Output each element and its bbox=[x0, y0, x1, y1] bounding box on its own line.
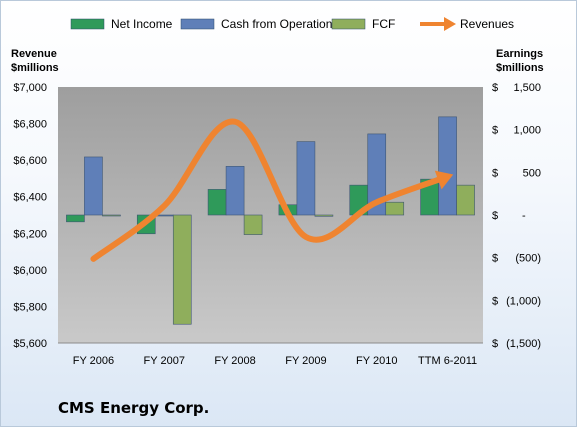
left-tick-label-1: $6,800 bbox=[13, 119, 47, 131]
legend-label-3: Revenues bbox=[460, 17, 514, 31]
x-tick-label-0: FY 2006 bbox=[73, 355, 114, 367]
left-tick-label-2: $6,600 bbox=[13, 155, 47, 167]
left-tick-label-7: $5,600 bbox=[13, 338, 47, 350]
company-name: CMS Energy Corp. bbox=[58, 399, 210, 417]
right-axis-title-line2: $millions bbox=[496, 62, 544, 74]
arrowhead-revenues bbox=[434, 170, 454, 190]
bar-cash-from-operations-4 bbox=[367, 133, 387, 216]
bar-cash-from-operations-2 bbox=[225, 166, 245, 216]
right-tick-label-5: (1,000) bbox=[506, 295, 541, 307]
legend-swatch-2 bbox=[331, 18, 366, 30]
left-tick-label-0: $7,000 bbox=[13, 82, 47, 94]
legend-label-1: Cash from Operations bbox=[221, 17, 338, 31]
right-tick-label-2-sign: $ bbox=[492, 167, 498, 179]
right-tick-label-6-sign: $ bbox=[492, 338, 498, 350]
left-tick-label-6: $5,800 bbox=[13, 301, 47, 313]
left-tick-label-3: $6,400 bbox=[13, 192, 47, 204]
right-tick-label-4: (500) bbox=[515, 253, 541, 265]
x-tick-label-2: FY 2008 bbox=[214, 355, 255, 367]
right-tick-label-4-sign: $ bbox=[492, 253, 498, 265]
right-tick-label-6: (1,500) bbox=[506, 338, 541, 350]
x-tick-label-1: FY 2007 bbox=[144, 355, 185, 367]
right-tick-label-1-sign: $ bbox=[492, 125, 498, 137]
left-tick-label-5: $6,000 bbox=[13, 265, 47, 277]
bar-fcf-4 bbox=[385, 201, 405, 216]
legend-arrow-revenues bbox=[444, 17, 456, 31]
bar-cash-from-operations-3 bbox=[296, 141, 316, 216]
right-tick-label-0: 1,500 bbox=[513, 82, 541, 94]
legend-label-0: Net Income bbox=[111, 17, 173, 31]
right-tick-label-0-sign: $ bbox=[492, 82, 498, 94]
bar-net-income-0 bbox=[66, 214, 85, 223]
x-tick-label-3: FY 2009 bbox=[285, 355, 326, 367]
bar-fcf-0 bbox=[102, 214, 121, 217]
right-tick-label-1: 1,000 bbox=[513, 125, 541, 137]
right-tick-label-2: 500 bbox=[523, 167, 541, 179]
plot-area bbox=[58, 87, 483, 343]
bar-cash-from-operations-0 bbox=[84, 156, 103, 216]
right-tick-label-3: $ bbox=[492, 210, 498, 222]
right-tick-label-3-dash: - bbox=[522, 210, 526, 222]
bar-fcf-2 bbox=[243, 214, 263, 235]
x-tick-label-5: TTM 6-2011 bbox=[418, 355, 477, 367]
left-tick-label-4: $6,200 bbox=[13, 228, 47, 240]
bar-cash-from-operations-5 bbox=[438, 116, 457, 216]
bar-net-income-2 bbox=[207, 189, 227, 216]
right-tick-label-5-sign: $ bbox=[492, 295, 498, 307]
x-tick-label-4: FY 2010 bbox=[356, 355, 397, 367]
legend-swatch-1 bbox=[180, 18, 215, 30]
legend-swatch-0 bbox=[70, 18, 105, 30]
bar-fcf-3 bbox=[314, 214, 334, 217]
right-axis-title-line1: Earnings bbox=[496, 48, 543, 60]
bar-fcf-1 bbox=[172, 214, 192, 325]
left-axis-title-line1: Revenue bbox=[11, 48, 57, 60]
left-axis-title-line2: $millions bbox=[11, 62, 59, 74]
legend-label-2: FCF bbox=[372, 17, 395, 31]
line-revenues bbox=[90, 118, 451, 262]
bar-fcf-5 bbox=[456, 184, 475, 216]
